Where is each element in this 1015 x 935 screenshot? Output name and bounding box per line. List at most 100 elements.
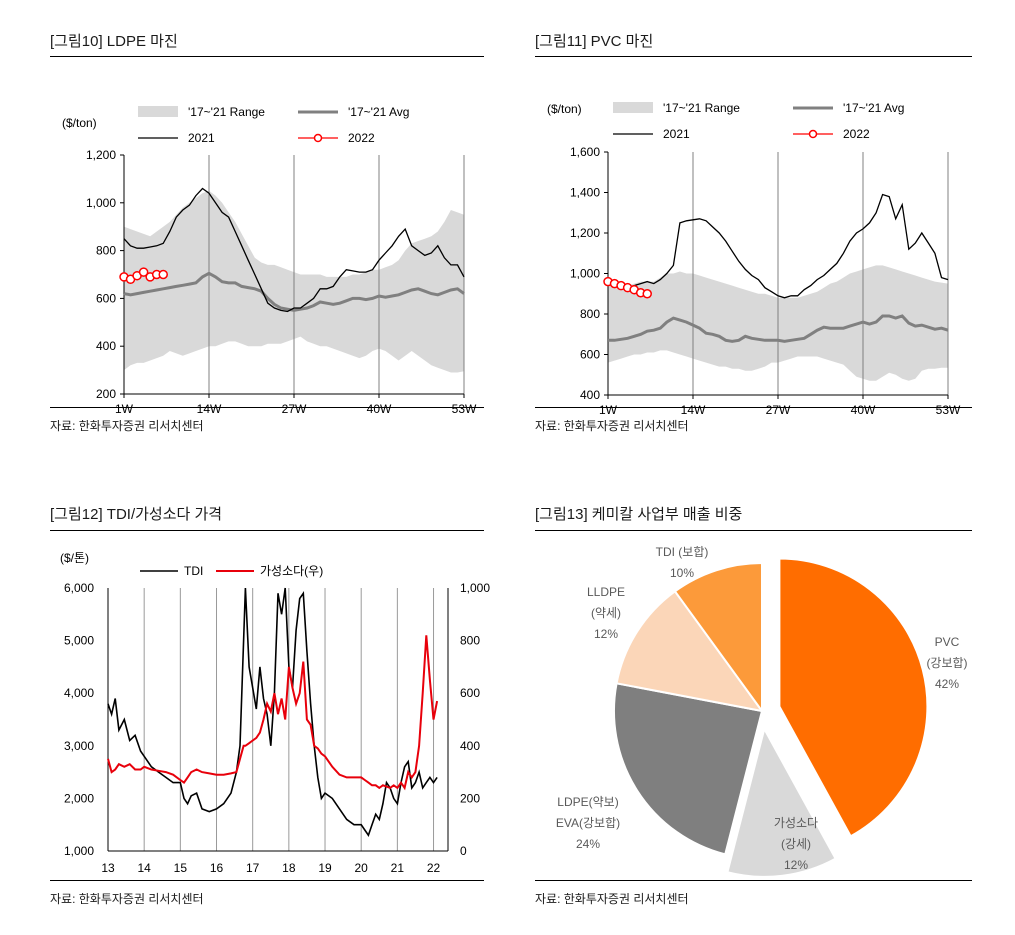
y-tick-label: 1,200 [86, 148, 116, 162]
ldpe-title-rule [50, 56, 484, 57]
left-y-tick-label: 5,000 [64, 634, 94, 648]
pvc-panel: [그림11] PVC 마진 400 600 800 1,000 1,200 1,400 1,… [535, 30, 972, 440]
y-tick-label: 600 [580, 348, 600, 362]
pvc-source-rule [535, 407, 972, 408]
x-tick-label: 13 [101, 861, 115, 875]
tdi-chart: 1,000 2,000 3,000 4,000 5,000 6,000 0 200 400 600… [60, 551, 490, 875]
x-tick-label: 53W [452, 402, 477, 416]
x-tick-label: 27W [766, 403, 791, 417]
legend-2022-marker [313, 133, 323, 143]
tdi-source-rule [50, 880, 484, 881]
y-tick-label: 1,600 [570, 145, 600, 159]
legend-avg-label: '17~'21 Avg [348, 105, 409, 119]
pie-label-tdi: 10% [670, 566, 694, 580]
pie-slice-caustic-soda [726, 726, 837, 878]
pvc-title-rule [535, 56, 972, 57]
y-tick-label: 800 [96, 244, 116, 258]
x-tick-label: 14W [197, 402, 222, 416]
pie-slice-ldpe-eva [612, 682, 764, 856]
right-y-tick-label: 1,000 [460, 581, 490, 595]
legend-range-label: '17~'21 Range [188, 105, 265, 119]
x-tick-label: 17 [246, 861, 260, 875]
right-y-tick-label: 400 [460, 739, 480, 753]
right-y-tick-label: 0 [460, 844, 467, 858]
pvc-title: [그림11] PVC 마진 [535, 33, 654, 50]
pvc-chart: 400 600 800 1,000 1,200 1,400 1,600 1W 14W 27W 40W… [547, 101, 961, 417]
pie-slice-lldpe [615, 589, 765, 713]
x-tick-label: 53W [936, 403, 961, 417]
x-tick-label: 22 [427, 861, 441, 875]
pie-label-pvc: (강보합) [926, 656, 967, 670]
y-tick-label: 1,000 [570, 267, 600, 281]
unit-label: ($/ton) [547, 102, 582, 116]
x-tick-label: 18 [282, 861, 296, 875]
tdi-title-rule [50, 530, 484, 531]
pie-source-rule [535, 880, 972, 881]
ldpe-title: [그림10] LDPE 마진 [50, 33, 178, 50]
left-y-tick-label: 3,000 [64, 739, 94, 753]
pie-chart: PVC (강보합) 42% 가성소다 (강세) 12% LDPE(약보) EVA(강보합) 24… [556, 545, 968, 878]
pie-title: [그림13] 케미칼 사업부 매출 비중 [535, 506, 743, 523]
tdi-title: [그림12] TDI/가성소다 가격 [50, 506, 223, 523]
series-2022-point [158, 269, 168, 280]
series-2021-line [607, 193, 949, 299]
pie-label-ldpe-eva: 24% [576, 837, 600, 851]
pie-label-lldpe: 12% [594, 627, 618, 641]
left-y-tick-label: 6,000 [64, 581, 94, 595]
series-2022-point [138, 267, 149, 277]
ldpe-source: 자료: 한화투자증권 리서치센터 [50, 419, 204, 433]
x-tick-label: 20 [355, 861, 369, 875]
pie-title-rule [535, 530, 972, 531]
legend-tdi-label: TDI [184, 564, 203, 578]
x-tick-label: 40W [851, 403, 876, 417]
unit-label: ($/톤) [60, 551, 89, 565]
pie-label-pvc: 42% [935, 677, 959, 691]
x-tick-label: 15 [174, 861, 188, 875]
pie-label-caustic-soda: (강세) [781, 837, 811, 851]
y-tick-label: 400 [580, 388, 600, 402]
unit-label: ($/ton) [62, 116, 97, 130]
ldpe-panel: [그림10] LDPE 마진 200 400 600 800 1,000 1,200 1W 1… [50, 30, 484, 440]
avg-series-line [608, 314, 949, 343]
left-y-tick-label: 4,000 [64, 686, 94, 700]
x-tick-label: 1W [599, 403, 618, 417]
legend-range-swatch [613, 102, 653, 113]
x-tick-label: 21 [391, 861, 405, 875]
x-tick-label: 16 [210, 861, 224, 875]
avg-series-line [123, 271, 465, 312]
pie-label-pvc: PVC [935, 635, 960, 649]
pie-label-tdi: TDI (보합) [656, 545, 709, 559]
series-2022-point [642, 289, 652, 299]
pie-label-caustic-soda: 가성소다 [774, 816, 818, 830]
pie-label-ldpe-eva: EVA(강보합) [556, 816, 620, 830]
caustic-soda-series-line [107, 635, 439, 791]
legend-caustic-label: 가성소다(우) [260, 564, 323, 578]
y-tick-label: 600 [96, 291, 116, 305]
y-tick-label: 800 [580, 307, 600, 321]
tdi-series-line [107, 587, 438, 837]
x-tick-label: 27W [282, 402, 307, 416]
pie-source: 자료: 한화투자증권 리서치센터 [535, 892, 689, 906]
right-y-tick-label: 600 [460, 686, 480, 700]
series-2021-line [123, 187, 465, 313]
tdi-panel: [그림12] TDI/가성소다 가격 1,000 2,000 3,000 4,000 5… [50, 503, 490, 913]
y-tick-label: 1,200 [570, 226, 600, 240]
x-tick-label: 14 [137, 861, 151, 875]
legend-2022-label: 2022 [843, 127, 870, 141]
tdi-source: 자료: 한화투자증권 리서치센터 [50, 892, 204, 906]
pie-label-lldpe: LLDPE [587, 585, 625, 599]
x-tick-label: 19 [318, 861, 332, 875]
pie-label-caustic-soda: 12% [784, 858, 808, 872]
legend-2022-marker [808, 129, 818, 139]
pie-slice-pvc [778, 557, 929, 838]
y-tick-label: 200 [96, 387, 116, 401]
x-tick-label: 1W [115, 402, 134, 416]
left-y-tick-label: 1,000 [64, 844, 94, 858]
ldpe-source-rule [50, 407, 484, 408]
legend-avg-label: '17~'21 Avg [843, 101, 904, 115]
y-tick-label: 400 [96, 339, 116, 353]
legend-range-swatch [138, 106, 178, 117]
pie-slice-tdi [673, 561, 763, 715]
legend-2022-label: 2022 [348, 131, 375, 145]
x-tick-label: 14W [681, 403, 706, 417]
